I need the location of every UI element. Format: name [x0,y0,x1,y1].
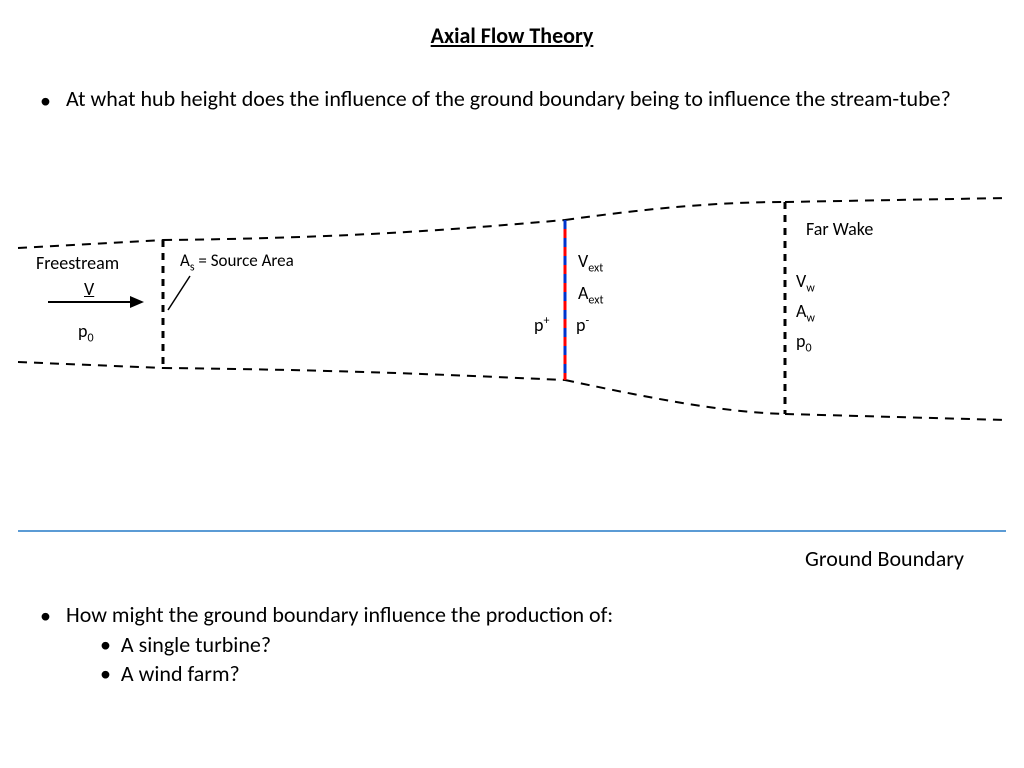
ground-boundary-line [18,530,1006,532]
tube-top-2 [163,220,565,240]
vext-label: Vext [578,250,603,276]
tube-bot-2 [163,368,565,380]
bullet-dot-2: • [40,602,51,629]
tube-top-4 [785,198,1006,202]
freestream-arrow-head [130,296,144,308]
question-1: • At what hub height does the influence … [40,85,984,114]
question-1-text: At what hub height does the influence of… [66,85,984,114]
vw-label: Vw [796,270,815,296]
ground-boundary-label: Ground Boundary [805,545,964,572]
aw-label: Aw [796,300,815,326]
question-2-text: How might the ground boundary influence … [66,600,984,630]
tube-bot-3 [565,380,785,414]
farwake-label: Far Wake [806,218,873,240]
freestream-label: Freestream [36,252,119,274]
aext-label: Aext [578,282,603,308]
p0w-label: p0 [796,330,812,356]
tube-bot-4 [785,414,1006,420]
v-label: V [84,278,94,300]
stream-tube-diagram: Freestream V p0 As = Source Area Vext Ae… [0,180,1024,460]
pminus-label: p- [576,314,589,336]
page-title: Axial Flow Theory [0,0,1024,49]
bullet-dot: • [40,87,51,114]
source-area-label: As = Source Area [180,250,294,274]
tube-top-1 [18,240,163,248]
subq-1: • A single turbine? [100,630,984,660]
tube-bot-1 [18,362,163,368]
subq-2: • A wind farm? [100,659,984,689]
pplus-label: p+ [534,314,549,336]
question-2: • How might the ground boundary influenc… [40,600,984,689]
tube-top-3 [565,202,785,220]
source-area-pointer [168,276,190,310]
p0-label: p0 [78,320,94,346]
